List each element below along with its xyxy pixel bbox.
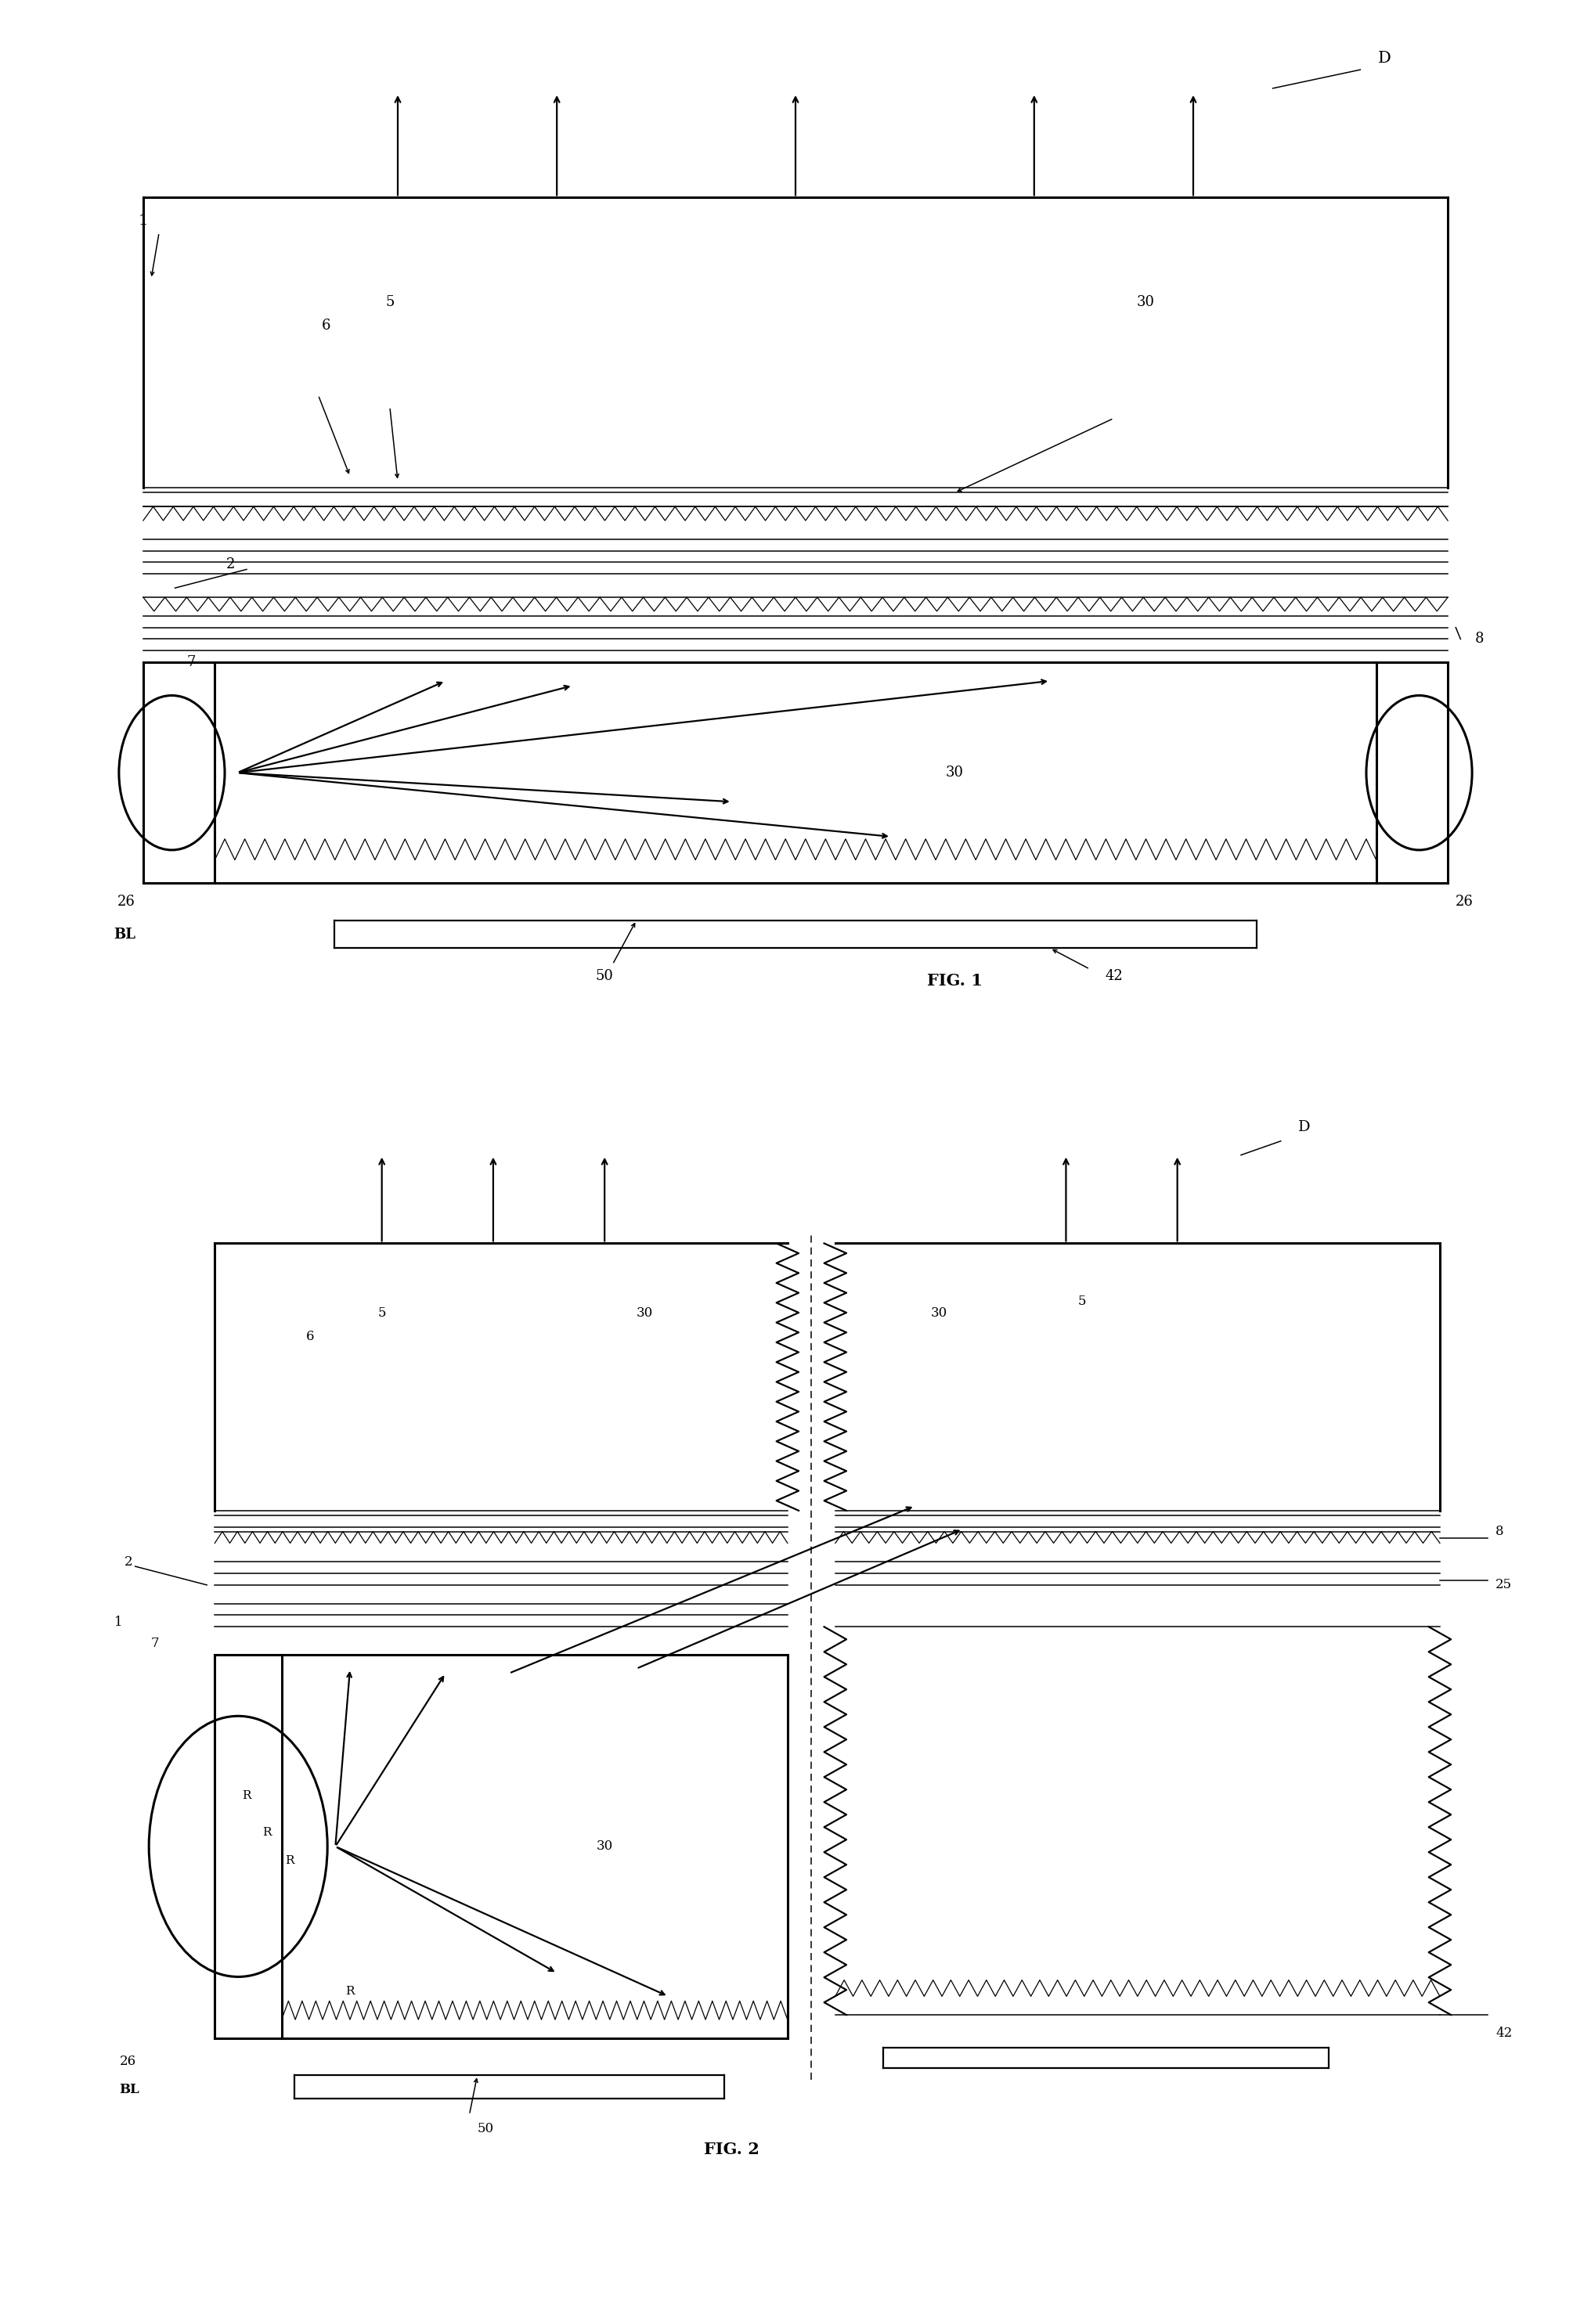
Text: 50: 50 (595, 969, 614, 983)
Text: R: R (242, 1789, 251, 1801)
Text: 26: 26 (1456, 895, 1473, 909)
Text: 26: 26 (119, 2054, 135, 2068)
Text: 7: 7 (151, 1636, 159, 1650)
Text: 5: 5 (385, 295, 395, 309)
Text: 7: 7 (186, 655, 196, 669)
Text: 30: 30 (636, 1306, 652, 1320)
Text: 30: 30 (945, 765, 964, 781)
Text: FIG. 2: FIG. 2 (705, 2143, 759, 2157)
Text: 2: 2 (124, 1555, 132, 1569)
Text: 25: 25 (1496, 1578, 1511, 1592)
Text: R: R (345, 1987, 355, 1996)
Text: BL: BL (113, 927, 135, 941)
Text: 42: 42 (1496, 2027, 1511, 2040)
Text: 1: 1 (115, 1615, 123, 1629)
Text: 8: 8 (1475, 632, 1484, 646)
Text: 6: 6 (321, 318, 331, 332)
Text: 5: 5 (377, 1306, 387, 1320)
Text: BL: BL (119, 2082, 140, 2096)
Text: FIG. 1: FIG. 1 (928, 974, 982, 988)
Text: 30: 30 (931, 1306, 947, 1320)
Text: 1: 1 (138, 214, 148, 228)
Text: R: R (263, 1827, 272, 1838)
Text: 8: 8 (1496, 1525, 1503, 1538)
Text: 50: 50 (477, 2122, 493, 2136)
Text: 26: 26 (118, 895, 135, 909)
Text: 6: 6 (305, 1329, 315, 1343)
Text: 2: 2 (226, 558, 235, 572)
Text: D: D (1378, 51, 1391, 65)
Text: 30: 30 (597, 1841, 613, 1852)
Text: D: D (1298, 1120, 1311, 1134)
Text: 30: 30 (1136, 295, 1155, 309)
Text: 42: 42 (1104, 969, 1123, 983)
Text: R: R (285, 1855, 294, 1866)
Text: 5: 5 (1077, 1294, 1087, 1308)
